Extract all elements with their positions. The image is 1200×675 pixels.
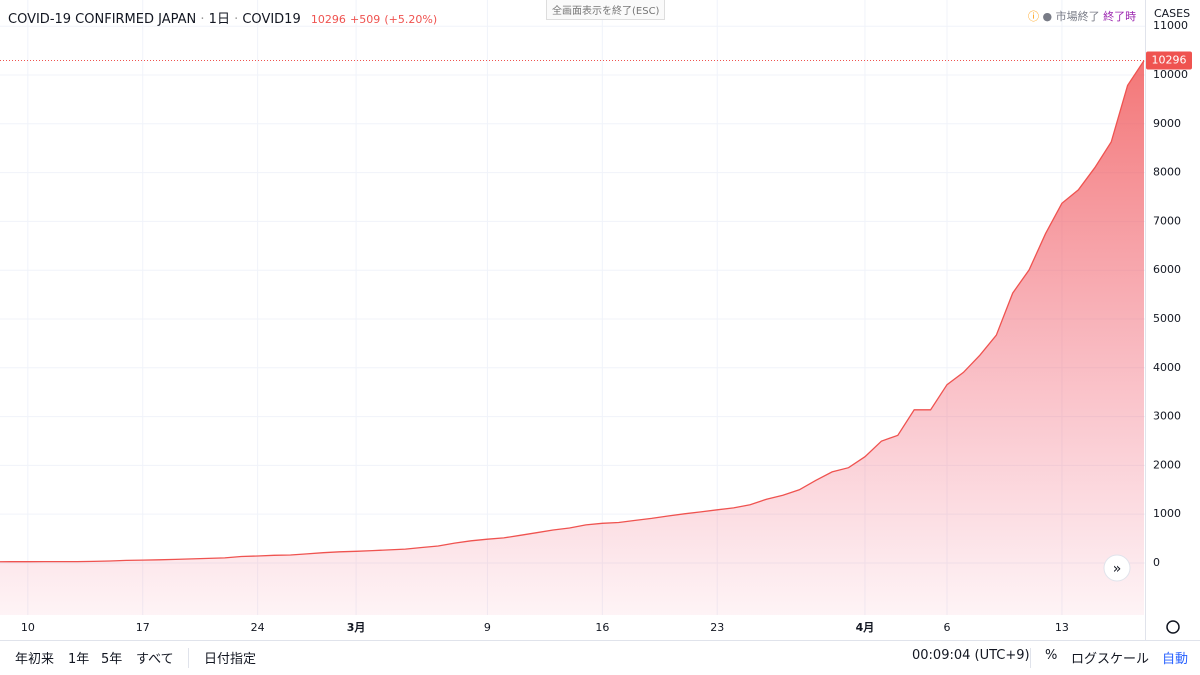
y-tick-label: 2000 bbox=[1153, 458, 1181, 471]
y-tick-label: 3000 bbox=[1153, 410, 1181, 423]
date-range[interactable]: 日付指定 bbox=[204, 652, 257, 667]
clock: 00:09:04 (UTC+9) bbox=[912, 648, 1030, 663]
y-tick-label: 1000 bbox=[1153, 507, 1181, 520]
separator bbox=[188, 648, 189, 668]
separator bbox=[1030, 648, 1031, 668]
x-tick-label: 23 bbox=[710, 621, 724, 634]
x-tick-label: 13 bbox=[1055, 621, 1069, 634]
settings-icon[interactable] bbox=[1166, 620, 1180, 634]
symbol: COVID19 bbox=[242, 12, 301, 27]
y-tick-label: 4000 bbox=[1153, 361, 1181, 374]
y-tick-label: 10000 bbox=[1153, 68, 1188, 81]
title: COVID-19 CONFIRMED JAPAN bbox=[8, 12, 197, 27]
area-fill bbox=[0, 60, 1144, 615]
market-status-text: 市場終了 bbox=[1055, 10, 1100, 23]
range-2[interactable]: 5年 bbox=[101, 652, 123, 667]
y-tick-label: 8000 bbox=[1153, 166, 1181, 179]
legend: COVID-19 CONFIRMED JAPAN · 1日 · COVID19 … bbox=[8, 12, 438, 27]
log-scale[interactable]: ログスケール bbox=[1071, 652, 1150, 667]
axis-label-box bbox=[1148, 5, 1196, 23]
x-tick-label: 17 bbox=[136, 621, 150, 634]
x-tick-label: 10 bbox=[21, 621, 35, 634]
x-tick-label: 9 bbox=[484, 621, 491, 634]
y-tick-label: 6000 bbox=[1153, 263, 1181, 276]
auto-scale[interactable]: 自動 bbox=[1162, 652, 1189, 667]
fullscreen-exit[interactable]: 全画面表示を終了(ESC) bbox=[546, 0, 666, 20]
x-tick-label: 6 bbox=[944, 621, 951, 634]
last-value-label: 10296 bbox=[1152, 54, 1187, 67]
y-tick-label: 7000 bbox=[1153, 214, 1181, 227]
range-1[interactable]: 1年 bbox=[68, 652, 90, 667]
last-value-box bbox=[1146, 51, 1192, 70]
last-value: 10296 bbox=[310, 13, 346, 26]
scroll-icon[interactable]: » bbox=[1113, 561, 1122, 577]
area-line bbox=[0, 60, 1145, 563]
axis-label: CASES bbox=[1154, 7, 1190, 20]
scroll-button[interactable] bbox=[1103, 554, 1131, 582]
y-tick-label: 9000 bbox=[1153, 117, 1181, 130]
change: +509 bbox=[350, 13, 381, 26]
x-tick-label: 24 bbox=[251, 621, 265, 634]
range-0[interactable]: 年初来 bbox=[15, 652, 55, 667]
y-tick-label: 5000 bbox=[1153, 312, 1181, 325]
session: 終了時 bbox=[1103, 10, 1137, 23]
interval[interactable]: 1日 bbox=[208, 12, 230, 27]
percent[interactable]: % bbox=[1045, 648, 1058, 663]
x-tick-label: 16 bbox=[595, 621, 609, 634]
range-3[interactable]: すべて bbox=[136, 652, 174, 667]
y-tick-label: 11000 bbox=[1153, 19, 1188, 32]
change-pct: (+5.20%) bbox=[384, 13, 438, 26]
x-tick-label: 4月 bbox=[856, 621, 875, 634]
x-tick-label: 3月 bbox=[347, 621, 366, 634]
market-status: ⓘ ● 市場終了 終了時 bbox=[1028, 10, 1137, 23]
y-tick-label: 0 bbox=[1153, 556, 1160, 569]
